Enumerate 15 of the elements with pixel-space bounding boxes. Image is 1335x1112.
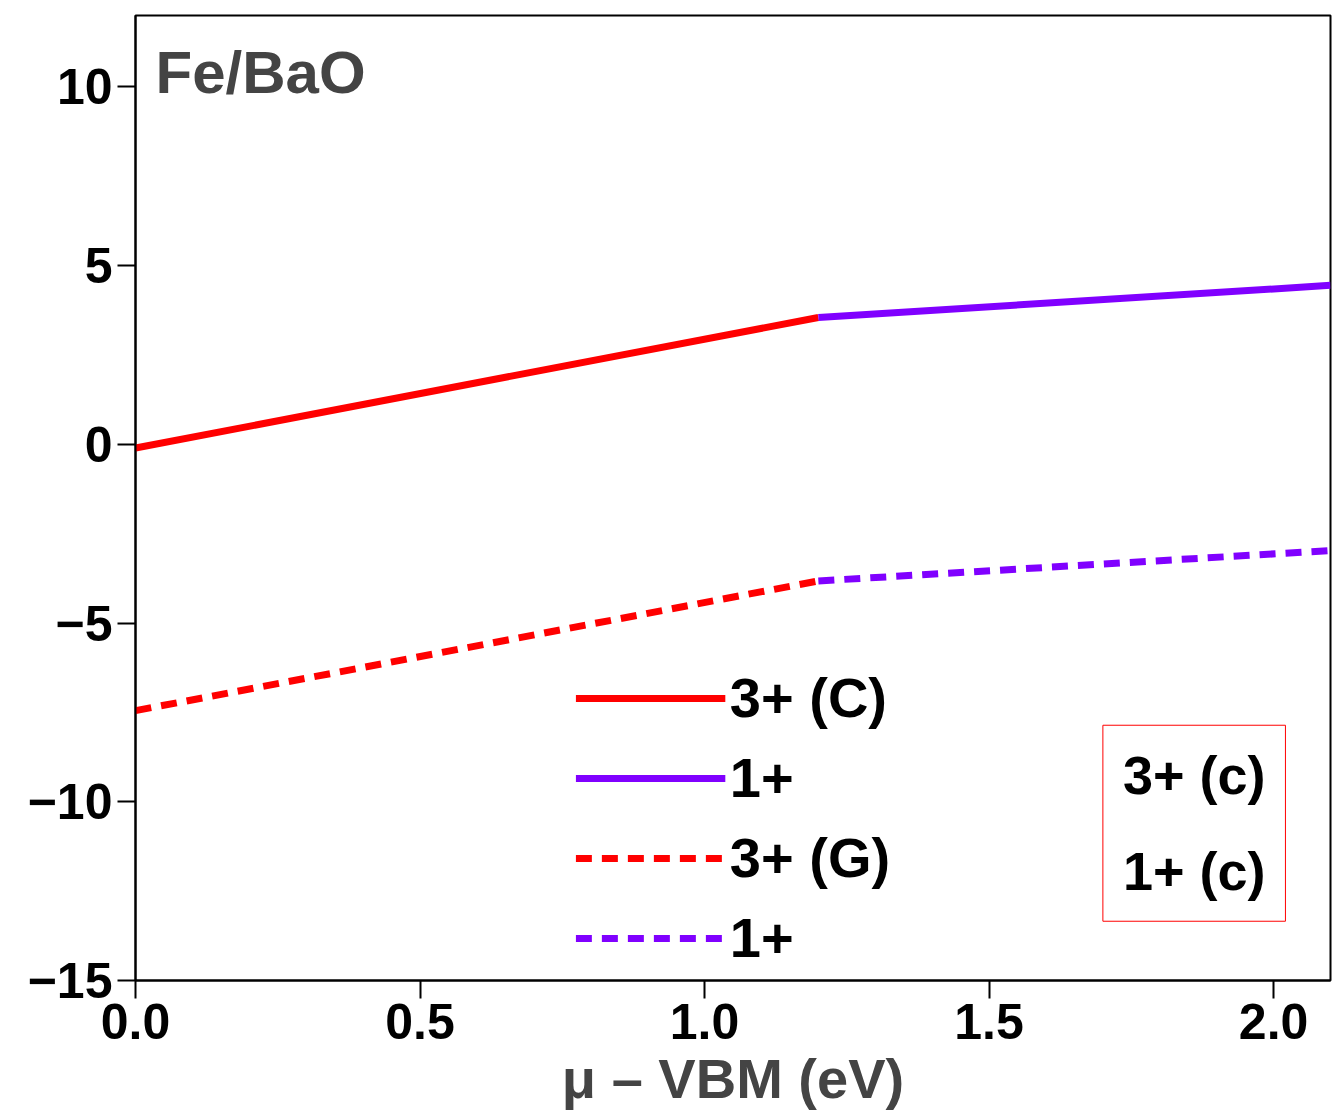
y-tick-label: 5 xyxy=(84,238,113,295)
legend-label: 3+ (G) xyxy=(729,825,891,890)
x-tick-label: 1.5 xyxy=(954,993,1024,1050)
y-tick-label: −5 xyxy=(55,595,113,652)
legend-label: 3+ (C) xyxy=(729,665,888,730)
y-tick-label: −10 xyxy=(27,774,113,831)
y-tick-label: 10 xyxy=(56,59,113,116)
legend-label: 1+ xyxy=(729,745,794,810)
y-tick-label: 0 xyxy=(84,416,113,473)
chart-title: Fe/BaO xyxy=(155,38,366,106)
legend-label: 1+ xyxy=(729,905,794,970)
x-tick-label: 2.0 xyxy=(1238,993,1309,1050)
x-tick-label: 0.5 xyxy=(385,993,455,1050)
annotation: 3+ (c) xyxy=(1122,745,1266,806)
annotation: 1+ (c) xyxy=(1122,841,1266,902)
